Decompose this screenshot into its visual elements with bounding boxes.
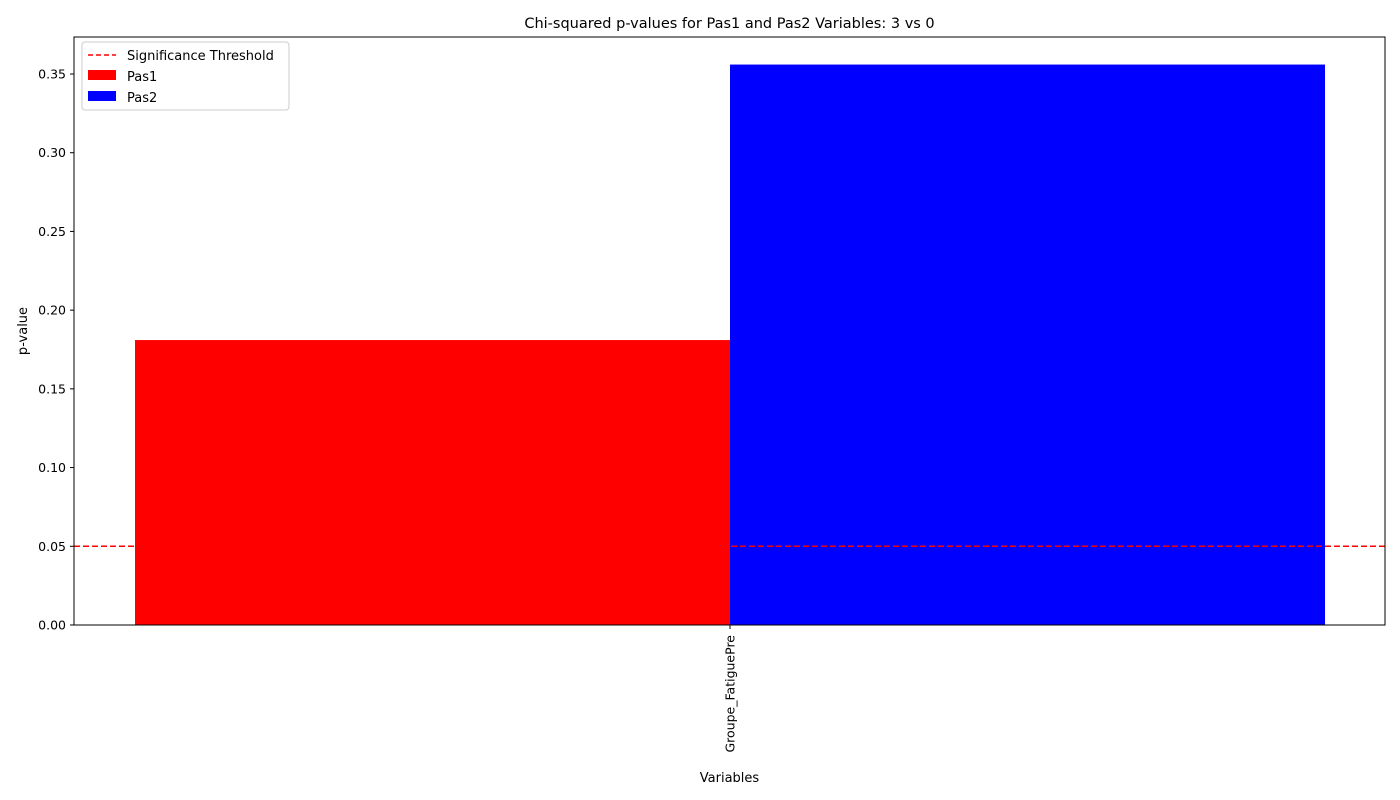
bar-pas2-0 (730, 64, 1325, 626)
legend-threshold-label: Significance Threshold (127, 49, 274, 64)
bar-pas1-0 (135, 340, 730, 625)
y-tick-label: 0.15 (38, 381, 66, 396)
y-axis-ticks: 0.00 0.05 0.10 0.15 0.20 0.25 0.30 0.35 (38, 66, 74, 633)
legend-pas2-label: Pas2 (127, 91, 157, 106)
x-axis-label: Variables (700, 771, 760, 786)
y-tick-label: 0.35 (38, 66, 66, 81)
axes-frame (73, 36, 1386, 626)
legend-pas1-swatch (88, 70, 116, 80)
y-tick-label: 0.05 (38, 539, 66, 554)
bars (135, 64, 1325, 626)
x-tick-label: Groupe_FatiguePre (723, 635, 738, 753)
y-tick-label: 0.20 (38, 303, 66, 318)
y-tick-label: 0.30 (38, 145, 66, 160)
legend-pas2-swatch (88, 91, 116, 101)
x-axis-ticks: Groupe_FatiguePre (723, 625, 738, 753)
chart-title: Chi-squared p-values for Pas1 and Pas2 V… (524, 16, 934, 32)
legend-pas1-label: Pas1 (127, 70, 157, 85)
legend: Significance Threshold Pas1 Pas2 (81, 41, 290, 111)
y-tick-label: 0.10 (38, 460, 66, 475)
y-tick-label: 0.25 (38, 224, 66, 239)
y-axis-label: p-value (16, 307, 31, 355)
legend-box (81, 41, 290, 111)
y-tick-label: 0.00 (38, 618, 66, 633)
